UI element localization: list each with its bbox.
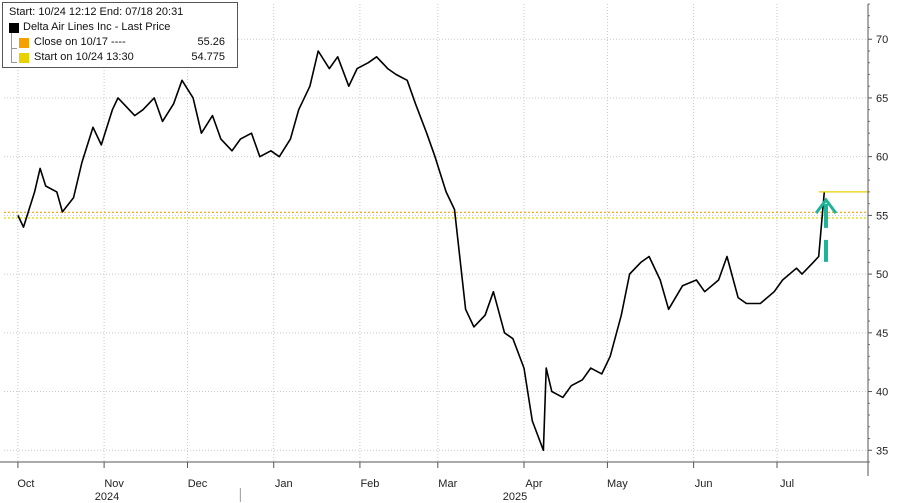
- arrow-head: [814, 197, 838, 214]
- legend-item-series: Delta Air Lines Inc - Last Price: [9, 21, 233, 35]
- price-line: [17, 50, 826, 452]
- legend-swatch-close: [19, 38, 29, 48]
- legend-start-label: Start on 10/24 13:30: [34, 51, 134, 63]
- y-tick-label: 55: [876, 210, 888, 222]
- legend-item-start: Start on 10/24 13:30 54.775: [9, 51, 233, 65]
- x-tick-label: Jul: [780, 478, 794, 490]
- gridlines: [4, 4, 866, 462]
- x-tick-label: Nov: [104, 478, 124, 490]
- x-tick-label: Mar: [438, 478, 457, 490]
- up-arrow-icon: [814, 197, 838, 262]
- y-axis: 35 40 45 50 55 60 65 70: [867, 3, 888, 476]
- x-tick-label: Apr: [525, 478, 542, 490]
- x-tick-label: May: [607, 478, 628, 490]
- legend-close-label: Close on 10/17 ----: [34, 36, 126, 48]
- series-group: [17, 50, 826, 452]
- legend-start-value: 54.775: [191, 51, 225, 63]
- y-tick-label: 60: [876, 152, 888, 164]
- year-label-2025: 2025: [503, 491, 527, 503]
- legend-series-label: Delta Air Lines Inc - Last Price: [23, 21, 171, 33]
- legend-title: Start: 10/24 12:12 End: 07/18 20:31: [9, 6, 184, 18]
- y-tick-label: 40: [876, 387, 888, 399]
- legend-close-value: 55.26: [197, 36, 225, 48]
- x-tick-label: Feb: [360, 478, 379, 490]
- legend-swatch-start: [19, 53, 29, 63]
- y-tick-label: 50: [876, 269, 888, 281]
- y-tick-label: 45: [876, 328, 888, 340]
- legend-tree-line: [11, 27, 12, 63]
- legend: Start: 10/24 12:12 End: 07/18 20:31 Delt…: [2, 2, 238, 68]
- y-tick-label: 65: [876, 93, 888, 105]
- legend-tree-branch: [11, 48, 17, 49]
- legend-swatch-series: [9, 23, 19, 33]
- x-tick-label: Dec: [188, 478, 208, 490]
- legend-item-close: Close on 10/17 ---- 55.26: [9, 36, 233, 50]
- year-label-2024: 2024: [95, 491, 119, 503]
- x-tick-label: Jan: [275, 478, 293, 490]
- x-axis: Oct Nov Dec Jan Feb Mar Apr May Jun Jul 2024 2025: [0, 461, 868, 503]
- legend-tree-branch: [11, 62, 17, 63]
- y-tick-label: 35: [876, 445, 888, 457]
- y-tick-label: 70: [876, 34, 888, 46]
- x-tick-label: Oct: [17, 478, 34, 490]
- x-tick-label: Jun: [695, 478, 713, 490]
